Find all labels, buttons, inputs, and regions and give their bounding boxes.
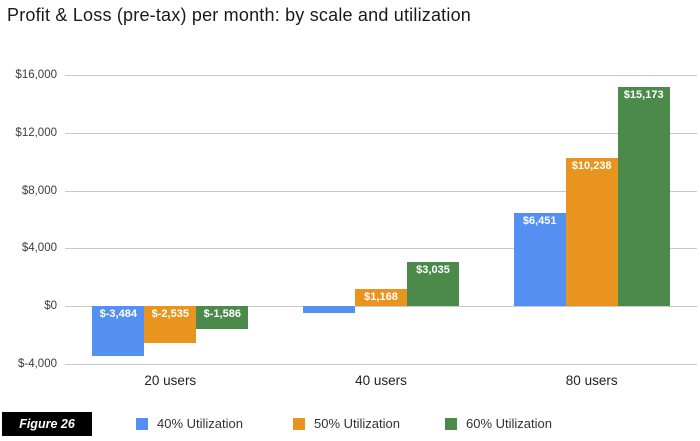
bar-50-utilization: $-2,535 xyxy=(144,306,197,343)
bar-60-utilization: $3,035 xyxy=(407,262,459,307)
figure-number-badge: Figure 26 xyxy=(2,412,92,436)
legend-label: 40% Utilization xyxy=(157,416,243,431)
y-axis-label: $4,000 xyxy=(21,242,57,255)
gridline xyxy=(65,75,697,76)
legend-swatch-icon xyxy=(293,417,305,430)
bar-40-utilization xyxy=(303,306,355,314)
legend-label: 50% Utilization xyxy=(314,416,400,431)
bar-40-utilization: $-3,484 xyxy=(92,306,145,357)
gridline xyxy=(65,364,697,365)
bar-60-utilization: $-1,586 xyxy=(196,306,249,330)
gridline xyxy=(65,306,697,308)
bar-value-label: $-2,535 xyxy=(151,308,189,321)
x-axis-label: 20 users xyxy=(144,373,197,388)
legend-item-60-utilization: 60% Utilization xyxy=(445,416,552,431)
bar-value-label: $-3,484 xyxy=(99,308,137,321)
legend-label: 60% Utilization xyxy=(466,416,552,431)
legend-item-50-utilization: 50% Utilization xyxy=(293,416,400,431)
x-axis-label: 40 users xyxy=(355,373,407,388)
gridline xyxy=(65,132,697,134)
gridline xyxy=(65,248,697,250)
legend-swatch-icon xyxy=(445,417,457,430)
y-axis-label: $0 xyxy=(44,300,57,313)
bar-50-utilization: $1,168 xyxy=(355,289,407,307)
y-axis-label: $8,000 xyxy=(21,184,57,197)
x-axis-label: 80 users xyxy=(565,373,618,388)
chart-title: Profit & Loss (pre-tax) per month: by sc… xyxy=(7,5,472,25)
bar-value-label: $1,168 xyxy=(364,291,398,304)
y-axis-label: $12,000 xyxy=(15,126,57,139)
bar-value-label: $-1,586 xyxy=(203,308,241,321)
bar-60-utilization: $15,173 xyxy=(617,87,670,307)
y-axis-label: $-4,000 xyxy=(17,358,57,370)
bar-value-label: $3,035 xyxy=(416,264,450,277)
bar-value-label: $15,173 xyxy=(623,89,664,101)
gridline xyxy=(65,190,697,192)
bar-value-label: $10,238 xyxy=(571,160,612,173)
bar-value-label: $6,451 xyxy=(522,215,557,227)
legend-item-40-utilization: 40% Utilization xyxy=(136,416,243,431)
y-axis-label: $16,000 xyxy=(15,69,57,81)
bar-40-utilization: $6,451 xyxy=(513,213,566,307)
legend-swatch-icon xyxy=(136,417,148,430)
bar-50-utilization: $10,238 xyxy=(565,158,618,307)
